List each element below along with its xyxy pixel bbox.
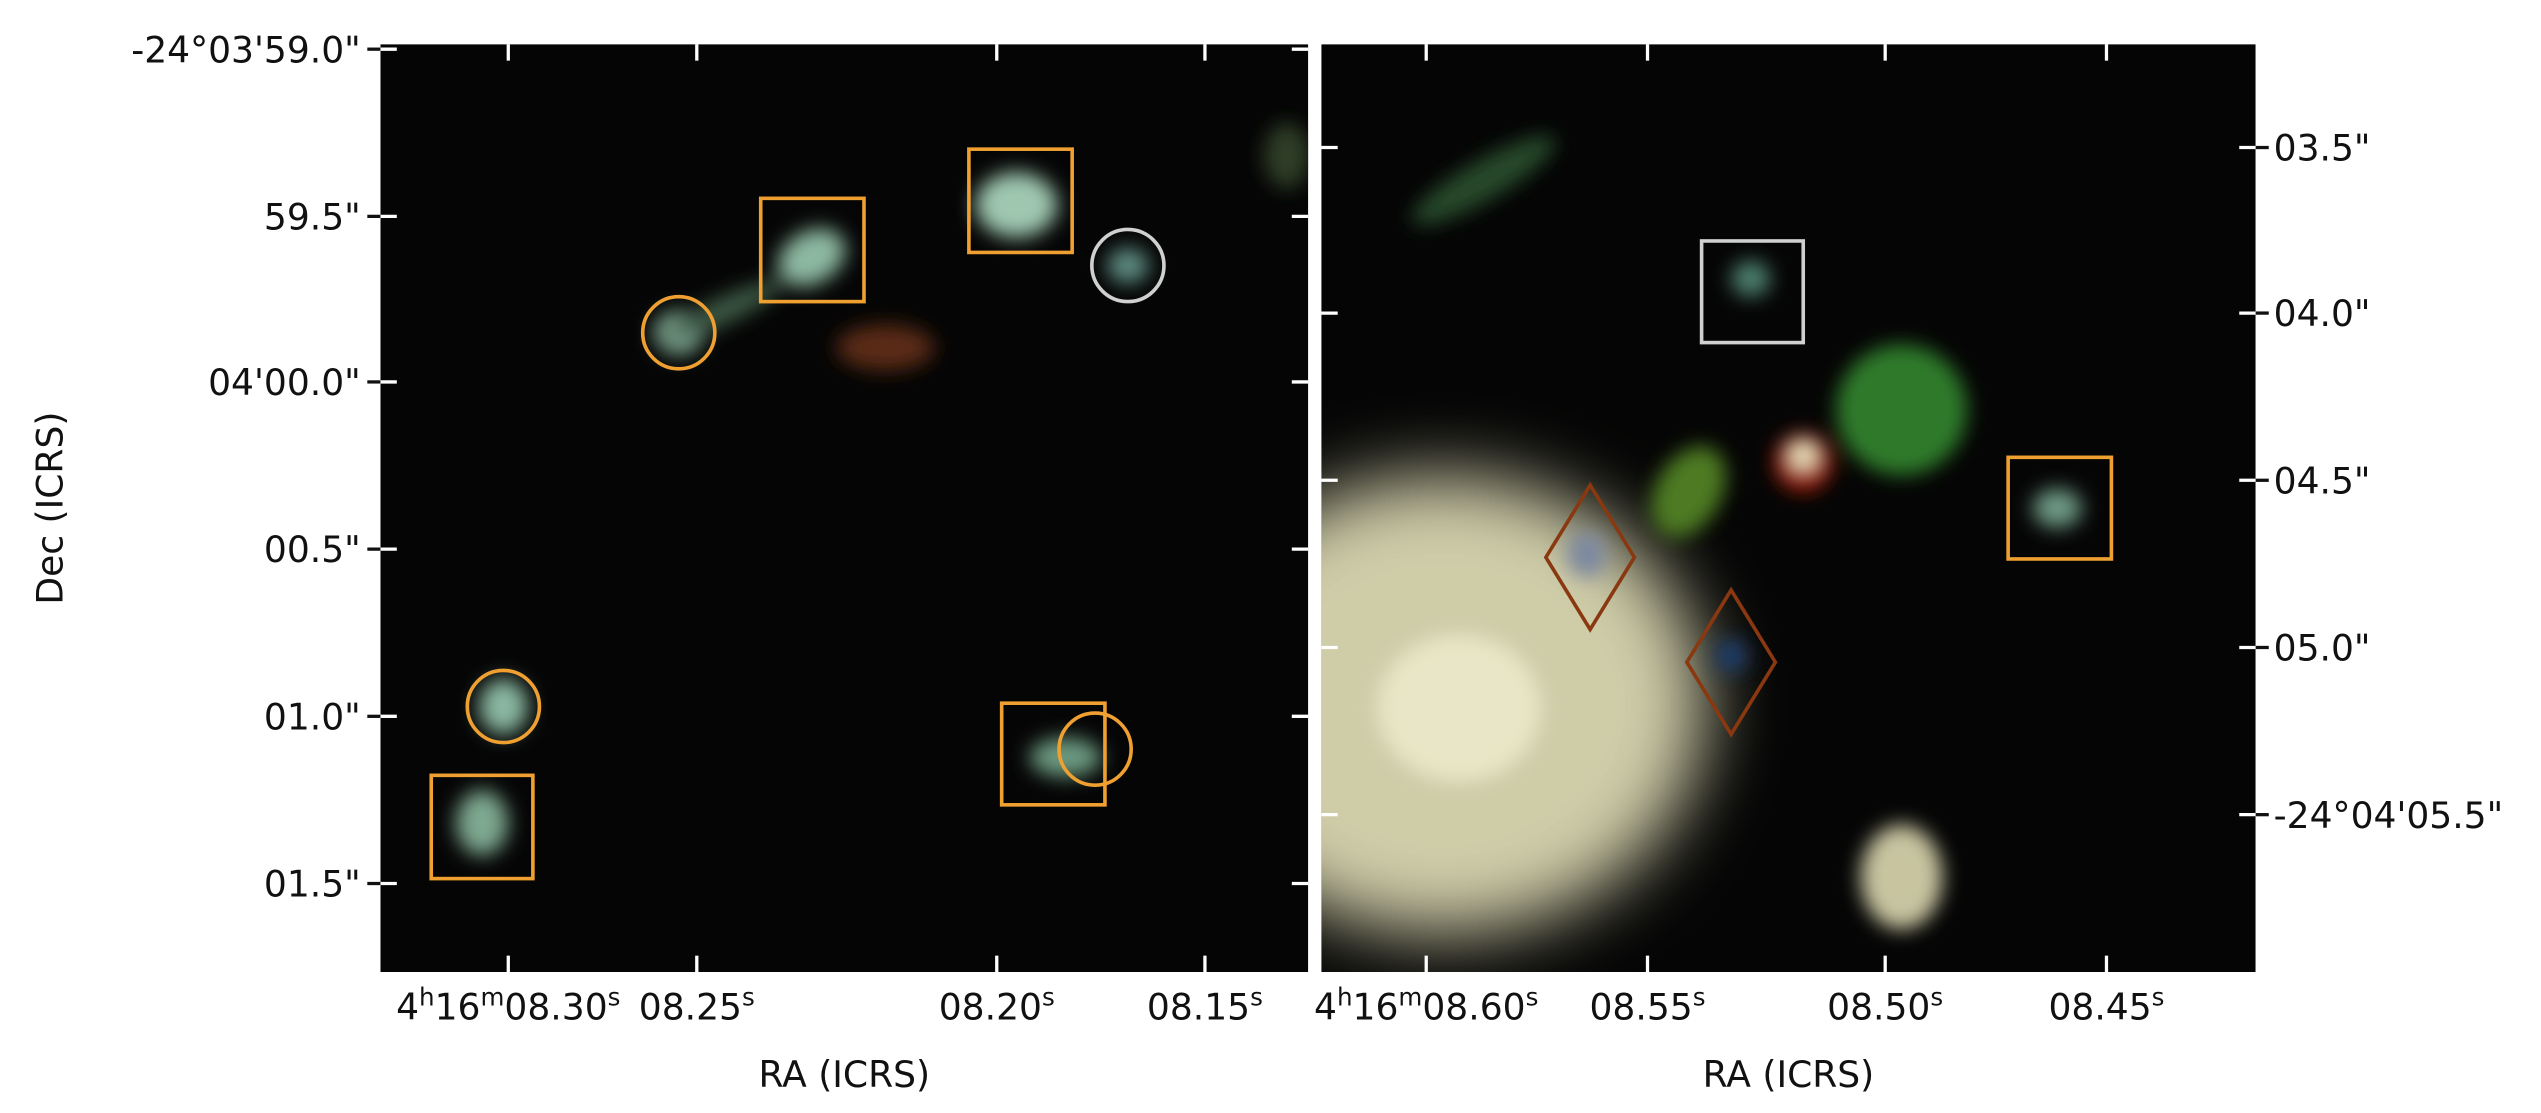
tick-label-part: h (419, 982, 435, 1011)
y-tick-label: 59.5" (264, 196, 361, 238)
tick-label-part: 08.25 (639, 987, 742, 1029)
tick-label-part: 16 (1353, 987, 1399, 1029)
tick-label-part: m (480, 982, 504, 1011)
tick-label-part: h (1337, 982, 1353, 1011)
y-tick-label: 05.0" (2274, 628, 2371, 670)
left-image (380, 44, 1309, 973)
tick-label-part: 4 (1314, 987, 1337, 1029)
tick-label-part: 08.50 (1827, 987, 1930, 1029)
x-tick-label: 08.45s (2048, 982, 2164, 1029)
x-tick-label: 4h16m08.60s (1314, 982, 1538, 1029)
tick-label-part: 08.60 (1422, 987, 1525, 1029)
y-tick-label: -24°04'05.5" (2274, 795, 2504, 837)
axes: 4h16m08.30s 08.25s 08.20s 08.15s-24°03'59.0… (131, 29, 2503, 1028)
y-tick-label: 04'00.0" (208, 362, 361, 404)
y-axis-label: Dec (ICRS) (29, 412, 71, 605)
y-tick-label: 03.5" (2274, 128, 2371, 170)
tick-label-part: 4 (396, 987, 419, 1029)
tick-label-part: s (1042, 982, 1055, 1011)
tick-label-part: 08.55 (1590, 987, 1693, 1029)
y-tick-label: 01.0" (264, 696, 361, 738)
tick-label-part: s (608, 982, 621, 1011)
tick-label-part: 16 (435, 987, 481, 1029)
y-tick-label: 04.5" (2274, 460, 2371, 502)
tick-label-part: 08.30 (504, 987, 607, 1029)
tick-label-part: m (1398, 982, 1422, 1011)
x-tick-label: 08.20s (939, 982, 1055, 1029)
tick-label-part: s (742, 982, 755, 1011)
tick-label-part: s (1526, 982, 1539, 1011)
tick-label-part: 08.45 (2048, 987, 2151, 1029)
x-tick-label: 08.25s (639, 982, 755, 1029)
x-tick-label: 08.50s (1827, 982, 1943, 1029)
x-tick-label: 4h16m08.30s (396, 982, 620, 1029)
x-axis-label: RA (ICRS) (1703, 1054, 1875, 1096)
tick-label-part: 08.15 (1147, 987, 1250, 1029)
tick-label-part: s (1250, 982, 1263, 1011)
y-tick-label: 00.5" (264, 529, 361, 571)
y-tick-label: 04.0" (2274, 293, 2371, 335)
markers (429, 147, 2114, 881)
x-tick-label: 08.15s (1147, 982, 1263, 1029)
y-tick-label: -24°03'59.0" (131, 29, 361, 71)
y-tick-label: 01.5" (264, 864, 361, 906)
x-tick-label: 08.55s (1590, 982, 1706, 1029)
tick-label-part: s (2152, 982, 2165, 1011)
tick-label-part: s (1693, 982, 1706, 1011)
tick-label-part: s (1930, 982, 1943, 1011)
right-image (1321, 44, 2256, 973)
x-axis-label: RA (ICRS) (759, 1054, 931, 1096)
tick-label-part: 08.20 (939, 987, 1042, 1029)
